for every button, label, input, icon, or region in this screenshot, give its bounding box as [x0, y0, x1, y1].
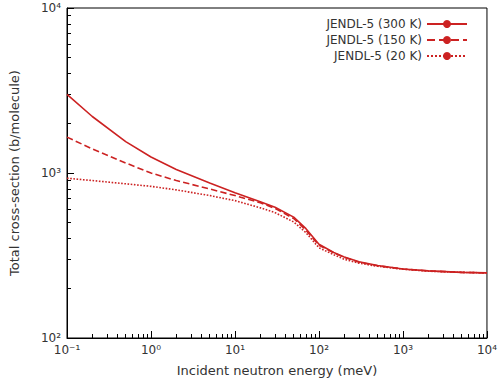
svg-text:JENDL-5 (300 K): JENDL-5 (300 K) — [325, 17, 422, 31]
svg-text:10²: 10² — [40, 331, 61, 345]
svg-text:10⁴: 10⁴ — [477, 343, 497, 357]
svg-text:10¹: 10¹ — [225, 343, 245, 357]
svg-text:Incident neutron energy (meV): Incident neutron energy (meV) — [177, 363, 378, 378]
svg-text:JENDL-5 (20 K): JENDL-5 (20 K) — [333, 49, 422, 63]
svg-text:10²: 10² — [309, 343, 329, 357]
svg-text:JENDL-5 (150 K): JENDL-5 (150 K) — [325, 33, 422, 47]
svg-text:10⁰: 10⁰ — [141, 343, 161, 357]
svg-text:10³: 10³ — [41, 166, 61, 180]
svg-text:10⁴: 10⁴ — [41, 1, 61, 15]
svg-text:10⁻¹: 10⁻¹ — [54, 343, 81, 357]
svg-text:10³: 10³ — [393, 343, 413, 357]
svg-text:Total cross-section (b/molecul: Total cross-section (b/molecule) — [7, 70, 22, 277]
